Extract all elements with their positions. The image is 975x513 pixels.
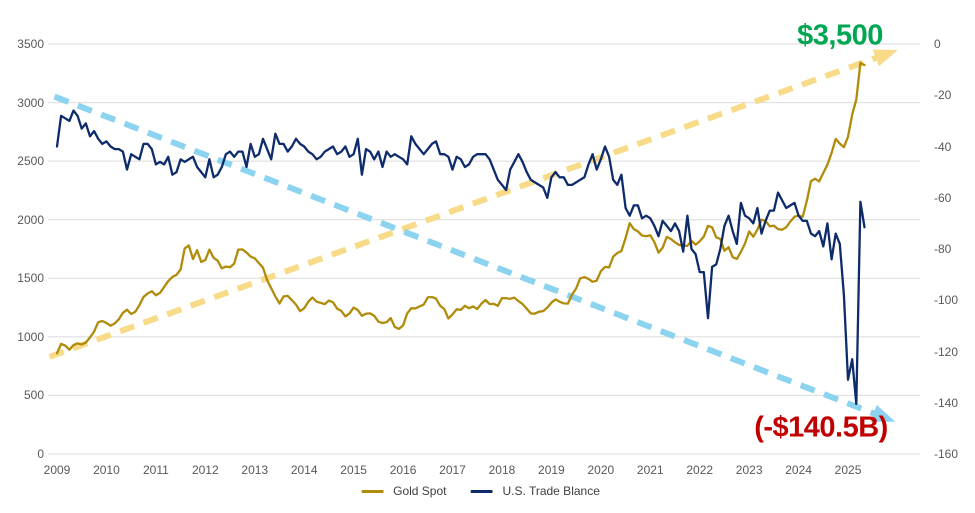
axis-tick-label: 2015 <box>340 463 367 477</box>
axis-tick-label: 2019 <box>538 463 565 477</box>
axis-tick-label: -140 <box>934 395 959 410</box>
axis-tick-label: 2022 <box>686 463 714 477</box>
axis-tick-label: -60 <box>934 190 952 205</box>
axis-tick-label: 2023 <box>735 463 763 477</box>
axis-tick-label: 2010 <box>93 463 120 477</box>
axis-tick-label: 0 <box>934 37 941 51</box>
axis-tick-label: 500 <box>23 388 44 403</box>
legend-swatch-trade-balance <box>470 489 493 493</box>
axis-tick-label: 2013 <box>241 463 269 477</box>
axis-tick-label: 3500 <box>17 37 44 51</box>
legend-swatch-gold-spot <box>361 489 384 493</box>
legend: Gold Spot U.S. Trade Blance <box>361 484 614 498</box>
axis-tick-label: 2500 <box>17 154 44 169</box>
axis-tick-label: 2011 <box>142 463 169 477</box>
axis-tick-label: -160 <box>934 447 959 461</box>
axis-tick-label: 0 <box>37 447 44 461</box>
axis-tick-label: 2016 <box>389 463 417 477</box>
axis-tick-label: 2020 <box>587 463 615 477</box>
axis-tick-label: 2000 <box>17 212 44 227</box>
axis-tick-label: 2021 <box>636 463 664 477</box>
axis-tick-label: 2009 <box>43 463 71 477</box>
axis-tick-label: 2024 <box>785 463 812 477</box>
axis-tick-label: 2018 <box>488 463 516 477</box>
axis-tick-label: 2014 <box>290 463 318 477</box>
axis-tick-label: -20 <box>934 88 952 103</box>
axis-tick-label: 1500 <box>17 271 44 286</box>
trade-downtrend-arrow <box>53 93 896 424</box>
gold-target-annotation: $3,500 <box>797 19 883 52</box>
axis-tick-label: -80 <box>934 242 952 256</box>
axis-tick-label: 2025 <box>834 463 862 477</box>
axis-tick-label: 3000 <box>17 95 44 110</box>
axis-tick-label: -100 <box>934 293 959 308</box>
axis-tick-label: -120 <box>934 344 959 359</box>
axis-tick-label: 2017 <box>439 463 466 477</box>
legend-label-trade-balance: U.S. Trade Blance <box>502 484 600 498</box>
axis-tick-label: 1000 <box>17 329 44 344</box>
series-line-gold-spot <box>55 61 866 355</box>
gridlines <box>48 43 920 455</box>
axis-tick-label: 2012 <box>191 463 219 477</box>
legend-label-gold-spot: Gold Spot <box>393 484 447 498</box>
series-line-u-s-trade-blance <box>55 109 866 406</box>
gold-uptrend-arrow <box>48 48 898 360</box>
trade-low-annotation: (-$140.5B) <box>754 411 888 444</box>
axis-tick-label: -40 <box>934 139 952 154</box>
